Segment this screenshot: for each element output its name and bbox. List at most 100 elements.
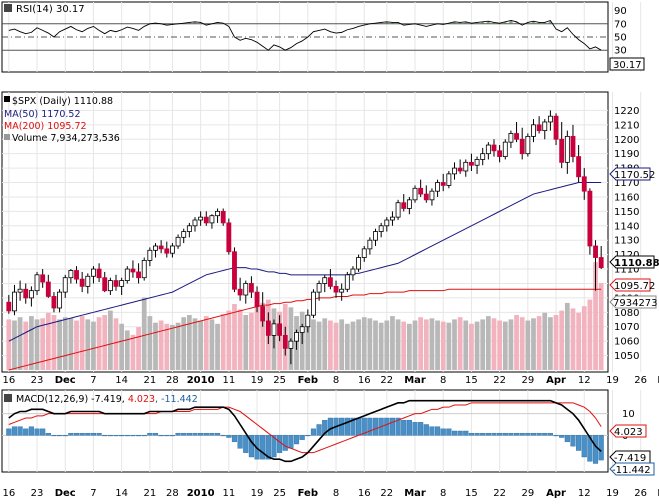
date-tick-label: 14 — [115, 375, 128, 386]
macd-histogram-bar — [508, 432, 514, 436]
volume-bar — [23, 321, 29, 370]
price-axis-label: 1210 — [614, 120, 639, 131]
candle-down — [576, 156, 582, 178]
candle-up — [406, 199, 412, 209]
volume-bar — [328, 320, 333, 370]
date-tick-label: 11 — [222, 488, 235, 499]
date-tick-label: 21 — [143, 375, 156, 386]
macd-histogram-bar — [474, 432, 480, 436]
volume-bar — [469, 323, 474, 370]
volume-bar — [322, 318, 328, 370]
volume-bar — [74, 320, 79, 370]
candle-down — [587, 190, 593, 247]
candle-up — [547, 115, 553, 123]
date-tick-label: 7 — [90, 375, 96, 386]
price-axis-label: 1060 — [614, 337, 639, 348]
ma50-line — [8, 182, 602, 342]
macd-histogram-bar — [265, 435, 271, 460]
macd-histogram-bar — [79, 432, 85, 436]
macd-histogram-bar — [570, 435, 576, 447]
volume-bar — [452, 319, 457, 370]
signal-value-text: 4.023 — [614, 427, 643, 438]
volume-bar — [203, 316, 209, 370]
macd-histogram-bar — [119, 435, 125, 437]
volume-bar — [570, 308, 576, 370]
macd-histogram-bar — [350, 417, 356, 436]
macd-histogram-bar — [40, 428, 46, 436]
date-tick-label: 15 — [465, 488, 478, 499]
date-tick-label: 2010 — [187, 375, 215, 386]
candle-down — [40, 274, 46, 283]
rsi-legend-icon — [4, 4, 12, 12]
macd-histogram-bar — [164, 435, 170, 437]
volume-bar — [209, 319, 215, 370]
macd-histogram-bar — [502, 432, 508, 436]
ma200-line — [8, 288, 602, 371]
candle-up — [147, 249, 153, 261]
volume-bar — [136, 327, 141, 370]
rsi-axis-label: 50 — [614, 33, 627, 44]
volume-bar — [130, 334, 136, 370]
macd-histogram-bar — [152, 432, 159, 436]
macd-histogram-bar — [451, 430, 458, 436]
macd-histogram-bar — [553, 435, 559, 437]
date-tick-label: 7 — [90, 488, 96, 499]
candle-down — [497, 150, 503, 157]
price-axis-label: 1130 — [614, 236, 639, 247]
macd-title-signal: 4.023 — [128, 394, 155, 405]
macd-value-tag: -7.419 — [609, 450, 651, 464]
axis-labels: 16 16 23 23 Dec Dec 7 7 14 14 21 21 28 28 2010 2010 11 11… — [2, 6, 659, 499]
volume-bar — [226, 310, 232, 370]
hist-value-text: -11.442 — [612, 465, 651, 476]
candle-up — [525, 135, 531, 155]
macd-histogram-bar — [412, 422, 418, 436]
candle-up — [390, 216, 395, 221]
volume-bar — [502, 321, 508, 370]
candle-down — [598, 257, 604, 269]
volume-bar — [305, 315, 311, 370]
spx-legend-icon — [4, 96, 10, 102]
rsi-layer — [2, 19, 608, 51]
date-tick-label: 25 — [273, 375, 286, 386]
macd-histogram-bar — [220, 435, 226, 437]
candle-down — [282, 334, 288, 349]
candle-up — [57, 291, 63, 309]
candle-up — [215, 210, 220, 217]
candlesticks — [6, 110, 604, 365]
macd-histogram-bar — [147, 432, 153, 436]
rsi-value-tag: 30.17 — [609, 57, 645, 71]
date-tick-label: 12 — [578, 375, 591, 386]
date-tick-label: 8 — [440, 375, 446, 386]
price-axis-label: 1190 — [614, 149, 639, 160]
ma200-legend: MA(200) 1095.72 — [4, 121, 87, 132]
volume-bar — [102, 315, 108, 370]
candle-down — [164, 248, 170, 254]
macd-layer — [6, 399, 604, 464]
date-tick-label: Mar — [404, 488, 426, 499]
volume-bar — [124, 330, 130, 370]
candle-down — [514, 133, 519, 140]
volume-bar — [485, 316, 491, 370]
volume-bar — [531, 318, 536, 370]
volume-bar — [548, 317, 553, 370]
volume-bar — [339, 319, 345, 370]
volume-bar — [593, 262, 598, 370]
date-tick-label: Apr — [546, 375, 566, 386]
candle-up — [446, 173, 452, 186]
candle-up — [339, 288, 345, 293]
price-axis-label: 1220 — [614, 106, 639, 117]
macd-histogram-bar — [327, 417, 333, 436]
candle-down — [96, 268, 102, 279]
candle-up — [542, 121, 548, 132]
macd-line — [8, 399, 602, 463]
macd-histogram-bar — [85, 432, 91, 436]
candle-up — [119, 280, 125, 287]
date-tick-label: May — [657, 488, 659, 499]
candle-down — [226, 222, 232, 253]
ma200-value-tag: 1095.72 — [609, 278, 655, 292]
volume-bar — [85, 319, 91, 370]
macd-histogram-bar — [73, 432, 80, 436]
candle-down — [260, 306, 266, 322]
candle-up — [502, 141, 508, 157]
volume-bar — [412, 320, 418, 370]
